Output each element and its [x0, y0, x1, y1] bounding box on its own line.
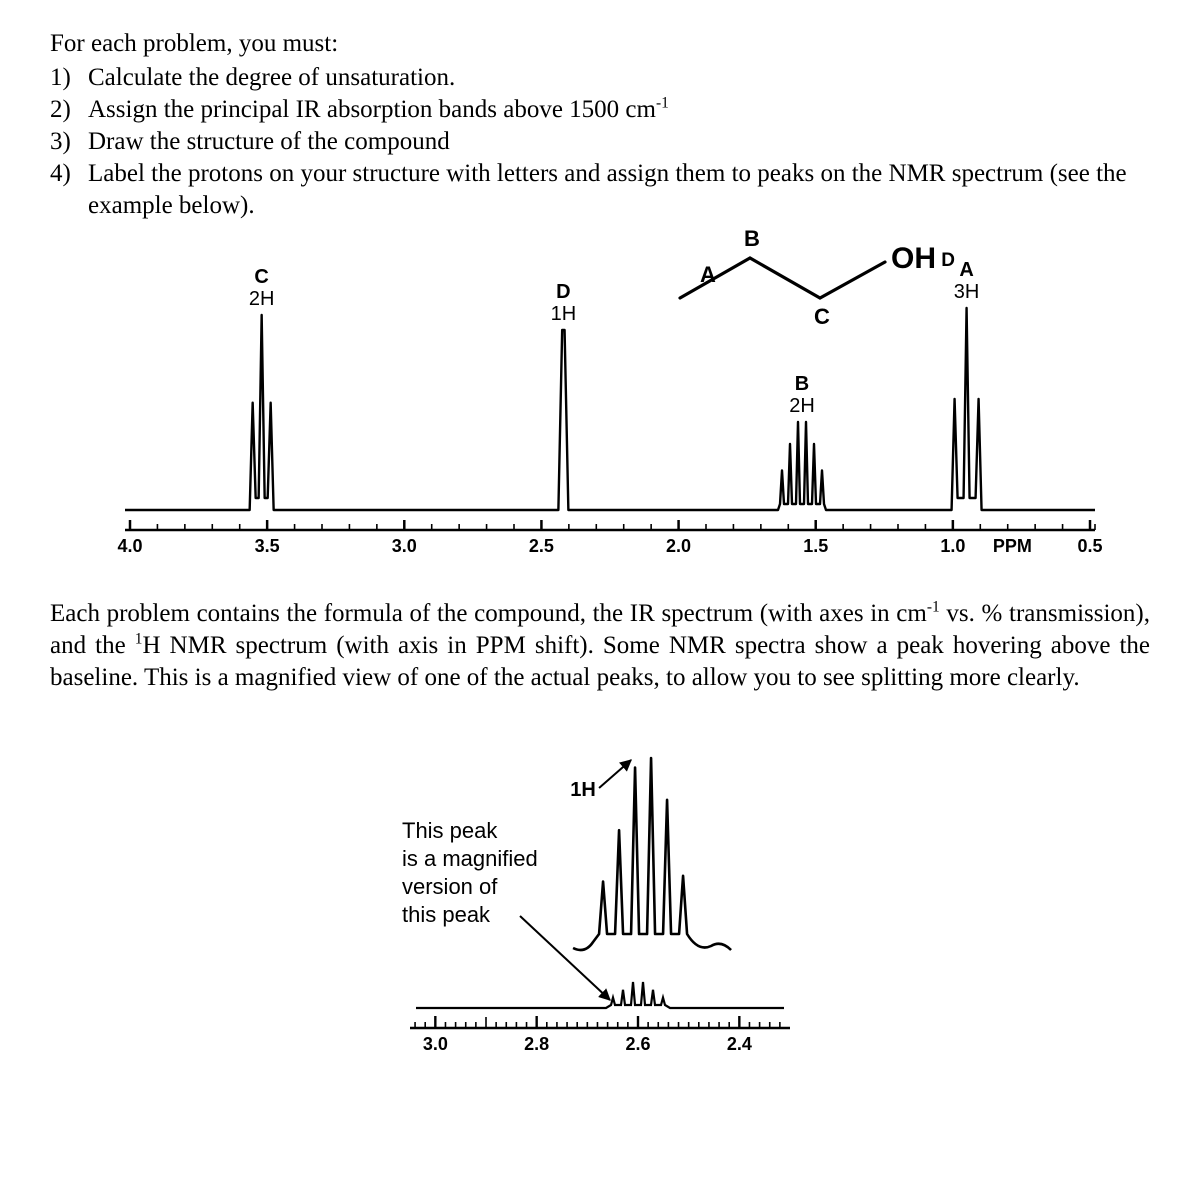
svg-text:this peak: this peak	[402, 902, 491, 927]
svg-text:2.4: 2.4	[727, 1034, 752, 1054]
intro-line: For each problem, you must:	[50, 28, 1150, 60]
svg-text:C: C	[254, 266, 268, 288]
list-text-part: Assign the principal IR absorption bands…	[88, 96, 656, 123]
superscript: -1	[656, 95, 669, 112]
svg-text:1H: 1H	[570, 779, 596, 801]
svg-text:3.0: 3.0	[392, 536, 417, 556]
svg-text:2H: 2H	[789, 395, 815, 417]
svg-text:3H: 3H	[954, 281, 980, 303]
svg-text:2.0: 2.0	[666, 536, 691, 556]
svg-text:0.5: 0.5	[1077, 536, 1102, 556]
list-text: Label the protons on your structure with…	[88, 158, 1150, 222]
svg-text:3.5: 3.5	[255, 536, 280, 556]
nmr-spectrum-main: 4.03.53.02.52.01.51.00.5PPMC2HD1HB2HA3HO…	[90, 230, 1110, 590]
instruction-list: 1) Calculate the degree of unsaturation.…	[50, 62, 1150, 222]
list-item: 2) Assign the principal IR absorption ba…	[50, 94, 1150, 126]
list-number: 2)	[50, 94, 88, 126]
description-paragraph: Each problem contains the formula of the…	[50, 598, 1150, 694]
svg-text:A: A	[700, 262, 716, 287]
svg-text:OH D: OH D	[891, 242, 955, 275]
svg-text:4.0: 4.0	[117, 536, 142, 556]
list-number: 1)	[50, 62, 88, 94]
svg-text:This peak: This peak	[402, 818, 498, 843]
list-text: Assign the principal IR absorption bands…	[88, 94, 1150, 126]
nmr-spectrum-magnified: 3.0 2.8 2.6 2.4 1H This peak is a magnified ver…	[360, 718, 840, 1068]
svg-text:2.6: 2.6	[625, 1034, 650, 1054]
svg-text:1.0: 1.0	[940, 536, 965, 556]
list-item: 1) Calculate the degree of unsaturation.	[50, 62, 1150, 94]
list-number: 3)	[50, 126, 88, 158]
list-text: Calculate the degree of unsaturation.	[88, 62, 1150, 94]
svg-text:1H: 1H	[551, 303, 577, 325]
para-part: Each problem contains the formula of the…	[50, 600, 927, 627]
svg-text:C: C	[814, 304, 830, 329]
svg-text:2H: 2H	[249, 288, 275, 310]
svg-text:2.5: 2.5	[529, 536, 554, 556]
svg-text:B: B	[795, 373, 809, 395]
svg-text:D: D	[556, 281, 570, 303]
svg-text:3.0: 3.0	[423, 1034, 448, 1054]
svg-text:version of: version of	[402, 874, 498, 899]
svg-text:2.8: 2.8	[524, 1034, 549, 1054]
superscript: -1	[927, 599, 940, 616]
svg-text:B: B	[744, 230, 760, 251]
para-part: H NMR spectrum (with axis in PPM shift).…	[50, 632, 1150, 691]
svg-text:A: A	[959, 259, 973, 281]
list-text: Draw the structure of the compound	[88, 126, 1150, 158]
list-item: 3) Draw the structure of the compound	[50, 126, 1150, 158]
svg-text:PPM: PPM	[993, 536, 1032, 556]
list-item: 4) Label the protons on your structure w…	[50, 158, 1150, 222]
svg-text:is a magnified: is a magnified	[402, 846, 538, 871]
list-number: 4)	[50, 158, 88, 222]
svg-text:1.5: 1.5	[803, 536, 828, 556]
